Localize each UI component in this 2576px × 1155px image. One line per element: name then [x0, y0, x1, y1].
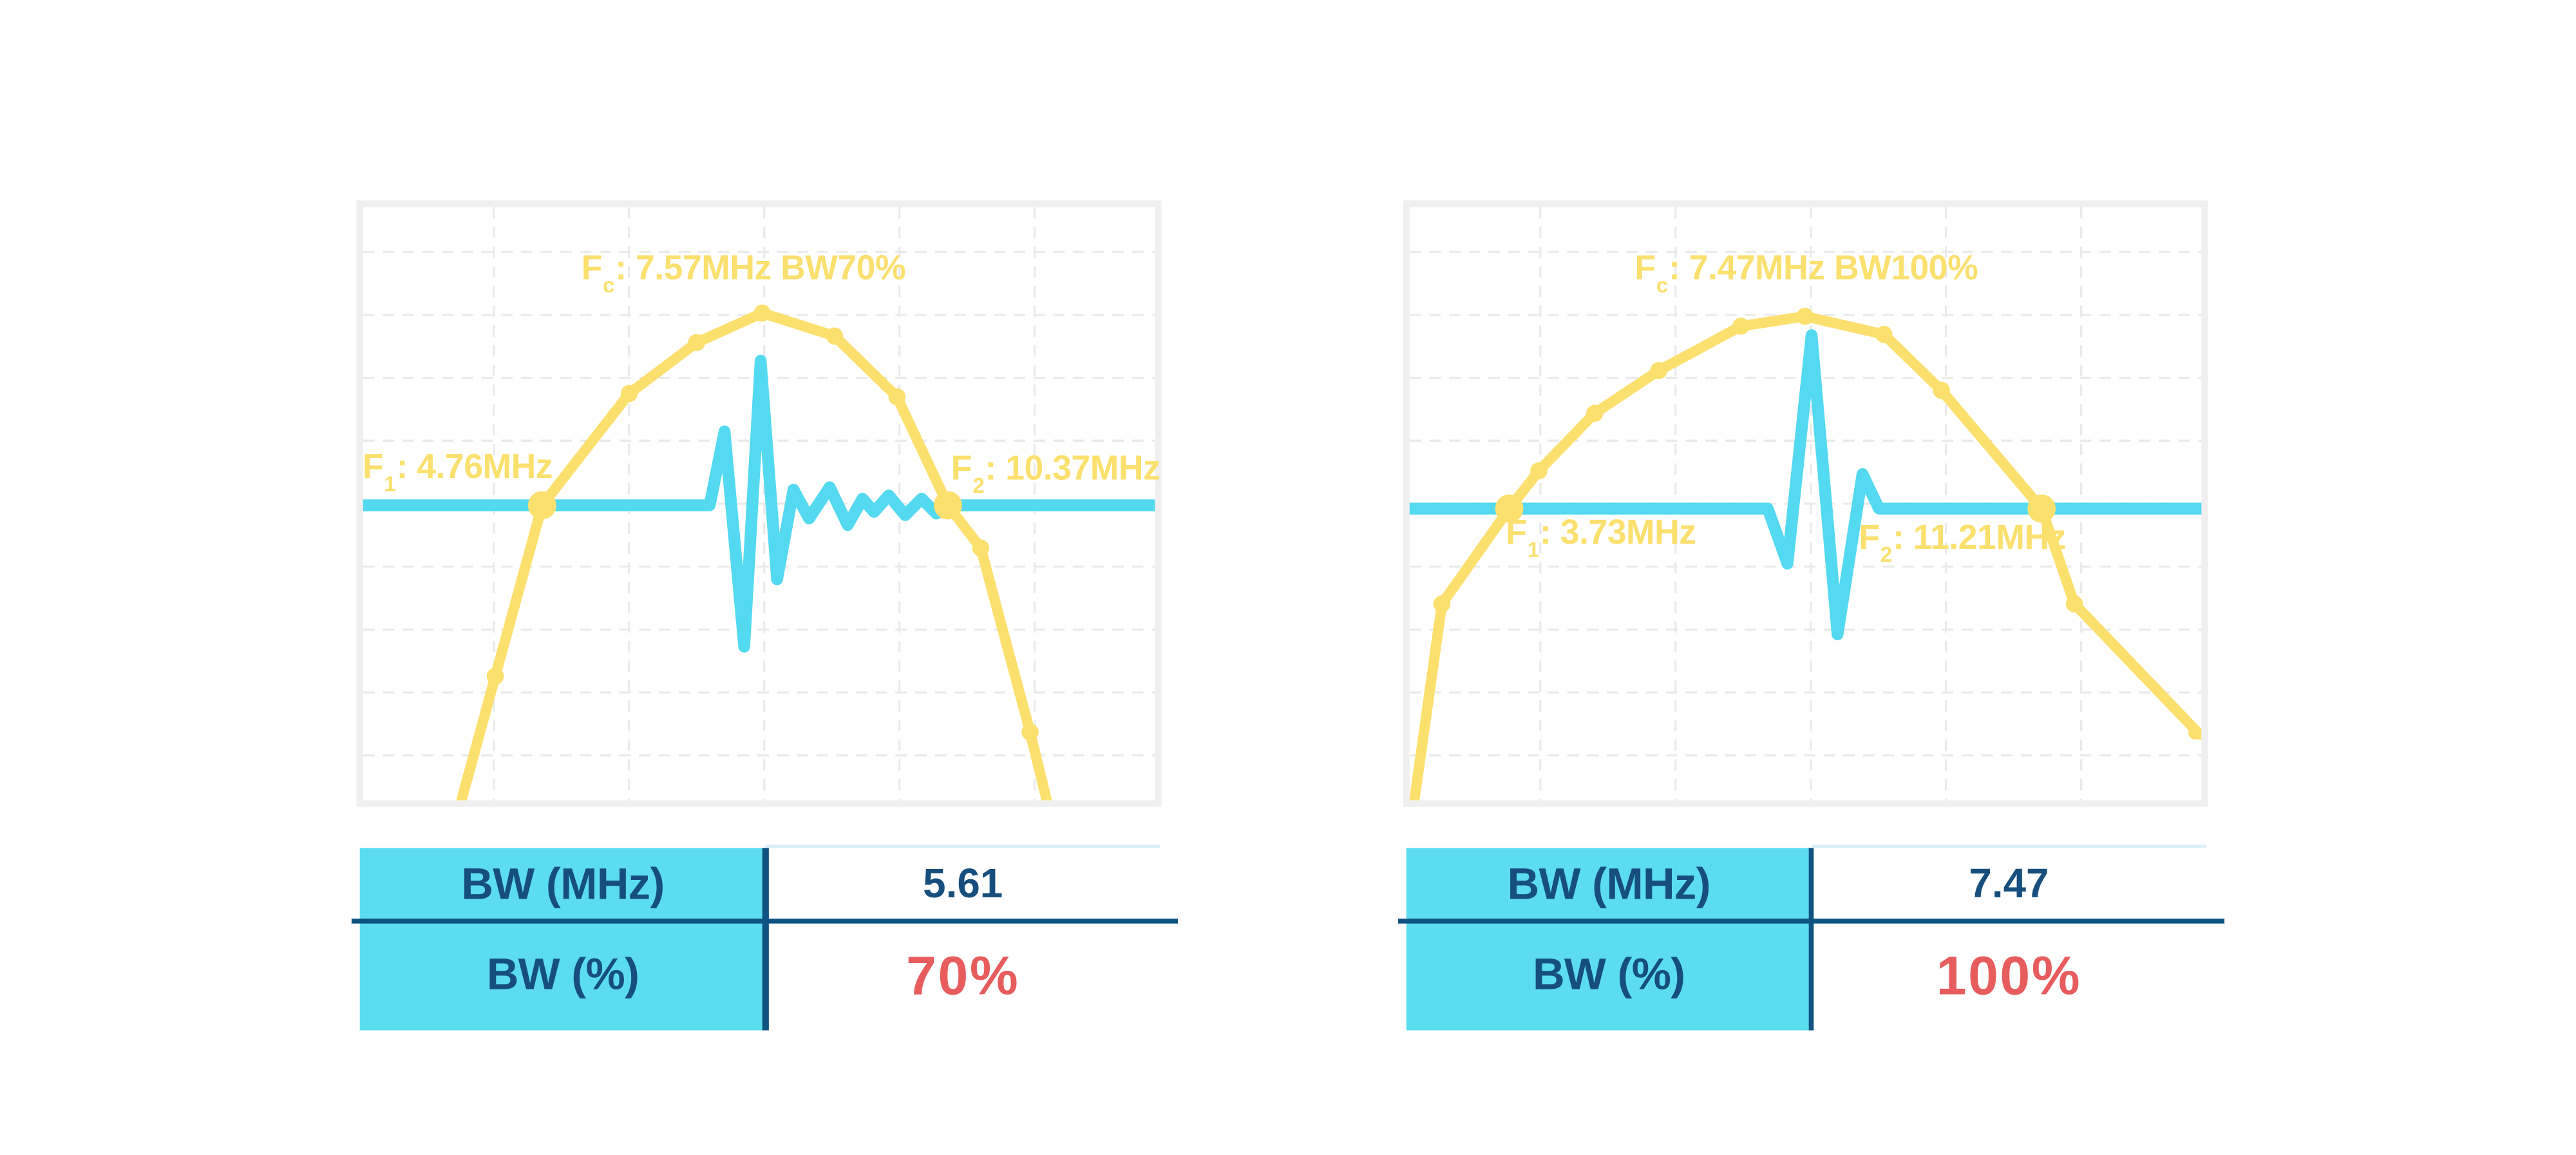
fc-annotation: Fc: 7.47MHz BW100% — [1634, 249, 1978, 297]
bw-pct-label-cell: BW (%) — [360, 921, 766, 1031]
fc-annotation: Fc: 7.57MHz BW70% — [581, 249, 906, 297]
bw-pct-value-cell: 100% — [1811, 921, 2206, 1031]
bw-mhz-value-cell: 7.47 — [1811, 847, 2206, 922]
spectrum-plot-bw100: Fc: 7.47MHz BW100% F1: 3.73MHz F2: 11.21… — [1403, 200, 2208, 807]
spectrum-markers — [1433, 307, 2201, 740]
table-column-divider — [1808, 847, 1815, 1031]
f1-annotation: F1: 4.76MHz — [362, 447, 553, 496]
pulse-waveform — [362, 354, 1155, 653]
spectrum-pulse-chart — [362, 207, 1155, 801]
pulse-waveform — [1409, 329, 2201, 640]
value-column-top-border — [1811, 844, 2206, 848]
spectrum-plot-bw70: Fc: 7.57MHz BW70% F1: 4.76MHz F2: 10.37M… — [355, 200, 1161, 807]
bw-pct-label-cell: BW (%) — [1406, 921, 1812, 1031]
f2-annotation-text: F — [951, 449, 972, 488]
bw-table-100: BW (MHz) 7.47 BW (%) 100% — [1397, 844, 2224, 1031]
f1-annotation-text: F — [362, 447, 384, 486]
f1-annotation: F1: 3.73MHz — [1506, 513, 1696, 562]
spectrum-curve — [455, 307, 1051, 801]
fc-annotation-text: F — [1634, 249, 1656, 287]
bw-mhz-label-cell: BW (MHz) — [360, 847, 766, 922]
spectrum-markers — [486, 304, 1038, 741]
value-column-top-border — [765, 844, 1160, 848]
bw-mhz-value-cell: 5.61 — [765, 847, 1160, 922]
bw-table-70: BW (MHz) 5.61 BW (%) 70% — [352, 844, 1179, 1031]
fc-annotation-text: F — [581, 249, 603, 287]
spectrum-pulse-chart — [1409, 207, 2201, 801]
f2-annotation: F2: 11.21MHz — [1859, 518, 2066, 567]
bw-pct-value-cell: 70% — [765, 921, 1160, 1031]
f2-annotation-text: F — [1859, 518, 1880, 557]
f2-annotation: F2: 10.37MHz — [951, 449, 1160, 497]
table-column-divider — [762, 847, 769, 1031]
bw-mhz-label-cell: BW (MHz) — [1406, 847, 1812, 922]
f1-annotation-text: F — [1506, 513, 1527, 551]
